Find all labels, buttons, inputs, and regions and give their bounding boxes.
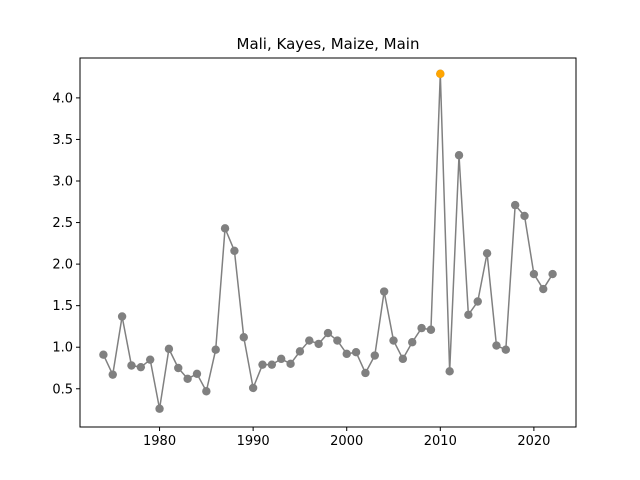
data-point: [379, 287, 389, 296]
data-point: [464, 310, 473, 319]
data-point: [117, 312, 127, 321]
data-point: [389, 336, 398, 345]
data-point: [258, 360, 267, 369]
y-tick-label: 2.0: [52, 258, 73, 273]
y-tick-label: 1.5: [52, 299, 73, 314]
chart-title: Mali, Kayes, Maize, Main: [237, 35, 420, 53]
y-tick-label: 4.0: [52, 91, 73, 106]
data-point: [529, 269, 539, 279]
data-point: [314, 339, 323, 349]
data-point: [370, 351, 379, 360]
data-point: [417, 323, 426, 333]
data-point: [361, 368, 370, 378]
data-point: [136, 362, 146, 372]
data-point: [333, 336, 342, 345]
data-point: [295, 347, 305, 356]
x-tick-label: 2010: [424, 434, 457, 449]
x-tick-label: 1980: [143, 434, 176, 449]
data-point: [164, 344, 174, 354]
data-point: [239, 333, 248, 342]
data-point: [482, 249, 492, 258]
axes-frame: [79, 57, 577, 428]
data-point: [145, 355, 155, 364]
data-point: [323, 328, 333, 338]
data-point: [192, 369, 202, 379]
x-tick-label: 2020: [517, 434, 550, 449]
data-point: [492, 341, 501, 350]
data-point: [501, 345, 511, 354]
data-point: [351, 348, 361, 357]
data-point: [408, 338, 417, 347]
data-point: [398, 354, 408, 364]
data-point: [99, 350, 108, 359]
data-point: [248, 383, 258, 393]
data-point: [548, 269, 557, 279]
data-point: [155, 404, 164, 413]
x-tick-label: 1990: [237, 434, 270, 449]
data-point: [426, 325, 436, 334]
data-point: [202, 387, 211, 396]
y-tick-label: 2.5: [52, 216, 73, 231]
data-point: [183, 374, 192, 383]
data-point: [473, 297, 482, 306]
data-point: [342, 349, 351, 359]
x-tick-label: 2000: [330, 434, 363, 449]
data-point: [108, 370, 117, 379]
data-point: [220, 224, 230, 233]
data-point: [445, 367, 454, 376]
data-point: [277, 354, 286, 364]
data-point: [286, 359, 295, 369]
data-point: [539, 284, 548, 294]
y-tick-label: 3.0: [52, 175, 73, 190]
data-point: [211, 345, 220, 354]
data-point: [127, 361, 136, 370]
data-point: [520, 211, 529, 221]
data-point: [305, 336, 314, 345]
data-point: [267, 360, 277, 369]
y-tick-label: 3.5: [52, 133, 73, 148]
data-point: [174, 363, 183, 373]
plot-area: 1980 1990 2000 2010 2020 0.5 1.0 1.5 2.0 2.5 3.0 3.…: [52, 57, 577, 449]
highlight-point: [436, 69, 445, 78]
data-point: [230, 246, 239, 256]
y-tick-label: 0.5: [52, 382, 73, 397]
data-point: [510, 200, 520, 210]
data-point: [454, 151, 464, 160]
y-tick-label: 1.0: [52, 341, 73, 356]
